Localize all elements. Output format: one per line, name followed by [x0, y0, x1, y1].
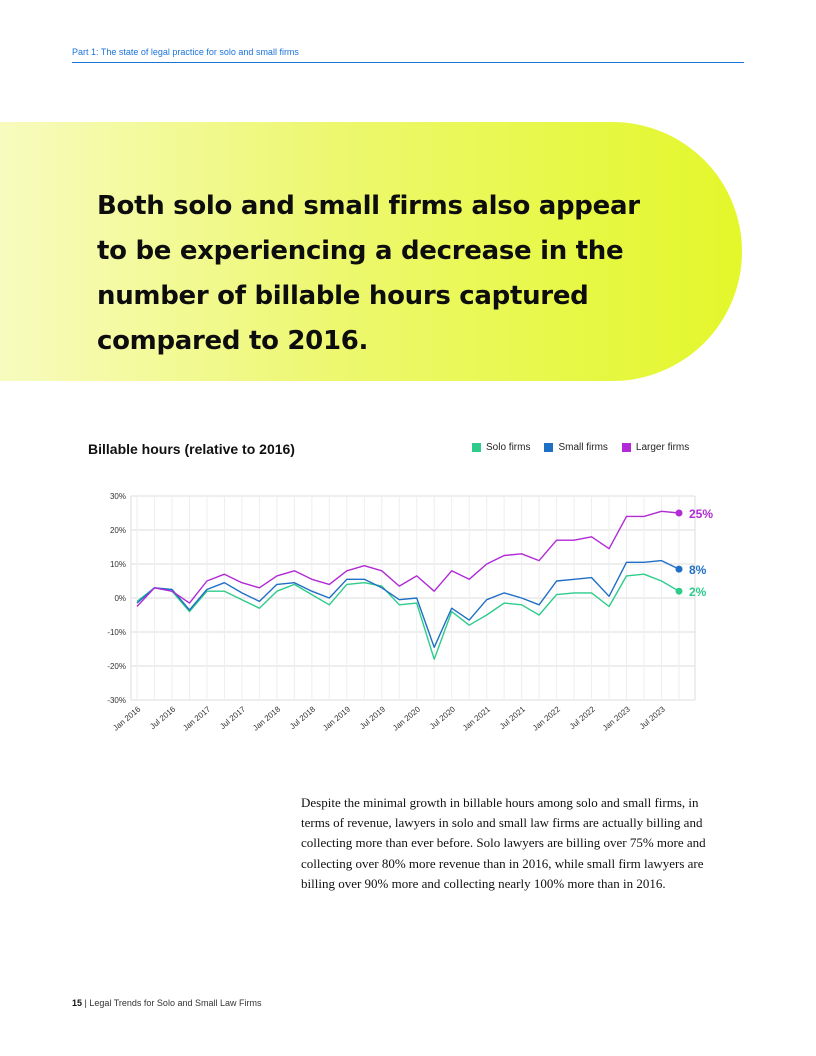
y-tick-label: -10% — [107, 628, 126, 637]
series-end-marker-0 — [675, 587, 683, 595]
x-tick-label: Jan 2020 — [391, 704, 422, 732]
series-end-marker-2 — [675, 509, 683, 517]
series-line-2 — [136, 510, 680, 607]
x-tick-label: Jan 2022 — [531, 704, 562, 732]
y-tick-label: -20% — [107, 662, 126, 671]
x-tick-label: Jul 2017 — [218, 704, 247, 731]
x-tick-label: Jul 2022 — [568, 704, 597, 731]
x-tick-label: Jan 2019 — [321, 704, 352, 732]
y-tick-label: 20% — [110, 526, 126, 535]
x-tick-label: Jul 2023 — [638, 704, 667, 731]
billable-hours-chart: 30%20%10%0%-10%-20%-30%Jan 2016 Jul 2016 J… — [107, 492, 713, 733]
footer-separator: | — [84, 998, 87, 1008]
y-tick-label: 30% — [110, 492, 126, 501]
series-end-label-2: 25% — [689, 507, 713, 521]
legend-label-solo: Solo firms — [486, 442, 531, 453]
legend-item-small: Small firms — [544, 442, 608, 453]
series-line-0 — [136, 573, 680, 660]
legend-swatch-larger — [621, 443, 631, 452]
hero-banner — [0, 122, 742, 381]
x-tick-label: Jul 2020 — [428, 704, 457, 731]
x-tick-label: Jul 2016 — [148, 704, 177, 731]
y-tick-label: 0% — [114, 594, 126, 603]
x-tick-label: Jan 2023 — [601, 704, 632, 732]
page-footer: 15 | Legal Trends for Solo and Small Law… — [72, 998, 261, 1008]
x-tick-label: Jan 2021 — [461, 704, 492, 732]
y-tick-label: -30% — [107, 696, 126, 705]
x-tick-label: Jul 2021 — [498, 704, 527, 731]
legend-item-larger: Larger firms — [621, 442, 690, 453]
x-tick-label: Jan 2016 — [111, 704, 142, 732]
legend-item-solo: Solo firms — [472, 442, 530, 453]
body-paragraph: Despite the minimal growth in billable h… — [301, 795, 706, 891]
legend-label-larger: Larger firms — [635, 442, 690, 453]
series-end-marker-1 — [675, 565, 683, 573]
series-line-1 — [136, 559, 680, 649]
legend-swatch-small — [544, 443, 554, 452]
chart-title: Billable hours (relative to 2016) — [88, 441, 295, 457]
x-tick-label: Jan 2017 — [181, 704, 212, 732]
page-number: 15 — [72, 998, 83, 1008]
chart-legend: Solo firms Small firms Larger firms — [472, 442, 689, 453]
x-tick-label: Jan 2018 — [251, 704, 282, 732]
legend-label-small: Small firms — [558, 442, 608, 453]
x-tick-label: Jul 2019 — [358, 704, 387, 731]
y-tick-label: 10% — [110, 560, 126, 569]
page-header-breadcrumb: Part 1: The state of legal practice for … — [72, 47, 744, 63]
footer-document-title: Legal Trends for Solo and Small Law Firm… — [89, 998, 262, 1008]
series-end-label-1: 8% — [689, 563, 707, 577]
x-tick-label: Jul 2018 — [288, 704, 317, 731]
legend-swatch-solo — [472, 443, 481, 452]
hero-heading: Both solo and small firms also appear to… — [97, 191, 640, 356]
series-end-label-0: 2% — [689, 585, 707, 599]
